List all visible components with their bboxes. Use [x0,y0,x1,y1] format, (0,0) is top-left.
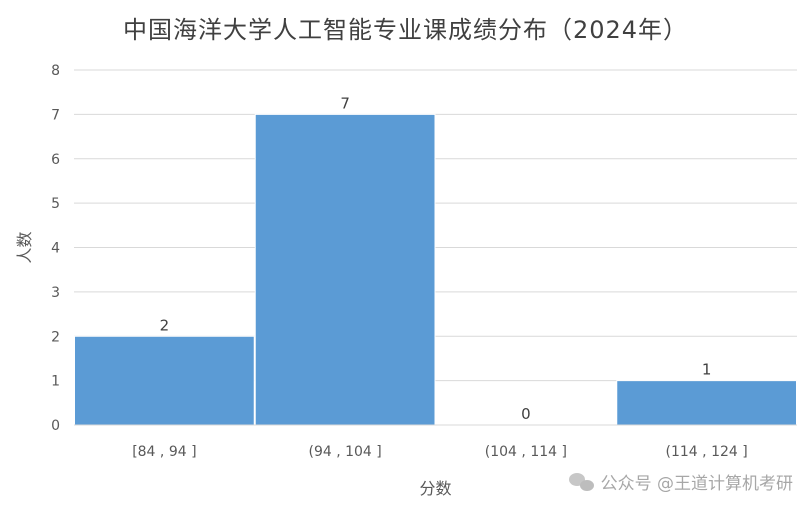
y-tick-label: 4 [51,241,60,257]
y-tick-label: 2 [51,329,60,345]
x-tick-label: (104 , 114 ] [485,444,567,460]
x-axis-title: 分数 [419,479,451,498]
bar [616,380,797,426]
x-tick-label: [84 , 94 ] [132,444,196,460]
y-tick-label: 8 [51,63,60,79]
data-labels: 2 7 0 1 [160,94,712,423]
data-label: 0 [521,405,531,423]
y-tick-label: 0 [51,418,60,434]
y-tick-labels: 0 1 2 3 4 5 6 7 8 [51,63,60,434]
wechat-icon [568,471,595,493]
bar [74,335,255,426]
y-tick-label: 6 [51,152,60,168]
data-label: 1 [702,361,712,379]
y-tick-label: 5 [51,196,60,212]
x-tick-labels: [84 , 94 ] (94 , 104 ] (104 , 114 ] (114 , … [132,444,748,460]
x-tick-label: (94 , 104 ] [308,444,381,460]
data-label: 7 [340,94,350,112]
y-tick-label: 1 [51,374,60,390]
bars [74,113,797,426]
bar [254,113,436,426]
data-label: 2 [160,316,170,334]
watermark: 公众号 @王道计算机考研 [568,469,793,494]
watermark-text: 公众号 @王道计算机考研 [600,474,793,494]
x-tick-label: (114 , 124 ] [666,444,748,460]
y-tick-label: 7 [51,107,60,123]
y-tick-label: 3 [51,285,60,301]
chart-title: 中国海洋大学人工智能专业课成绩分布（2024年） [122,16,689,44]
y-axis-title: 人数 [15,231,34,263]
